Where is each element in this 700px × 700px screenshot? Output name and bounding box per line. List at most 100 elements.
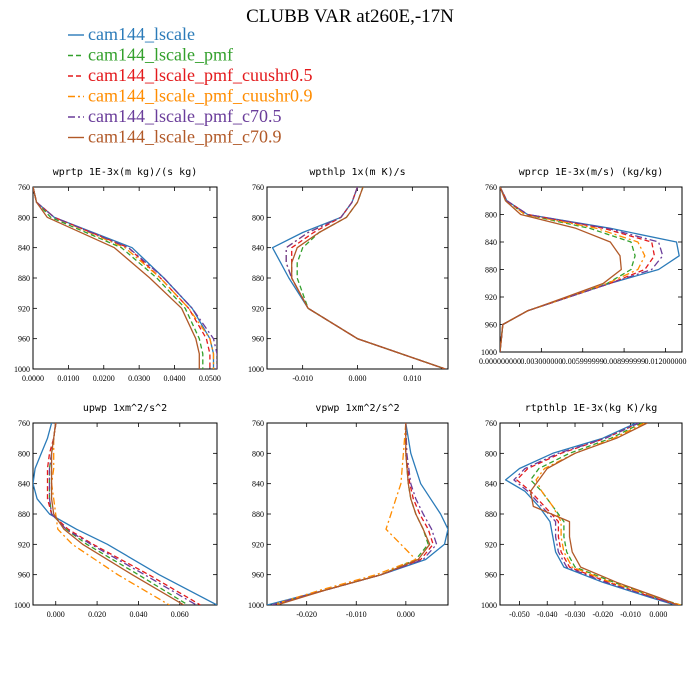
x-tick-label: 0.0100	[57, 374, 79, 383]
figure-title: CLUBB VAR at260E,-17N	[246, 6, 454, 27]
y-tick-label: 880	[252, 274, 264, 283]
y-tick-label: 760	[485, 419, 497, 428]
panels: wprtp 1E-3x(m kg)/(s kg) 760 800 840 880 920 9…	[14, 167, 686, 619]
x-tick-label: 0.0000	[22, 374, 44, 383]
y-tick-label: 880	[485, 510, 497, 519]
series-line	[271, 423, 429, 605]
series-line	[48, 423, 197, 605]
x-tick-label: 0.012000000	[644, 357, 686, 366]
series-line	[529, 423, 679, 605]
panel-3: wprcp 1E-3x(m/s) (kg/kg) 760 800 840 880 920 9…	[479, 167, 686, 366]
series-line	[500, 187, 622, 352]
series-line	[291, 187, 446, 369]
legend-entry: cam144_lscale_pmf_cuushr0.9	[88, 86, 312, 106]
legend-entry: cam144_lscale_pmf_cuushr0.5	[88, 65, 312, 85]
x-tick-label: 0.0500	[199, 374, 221, 383]
panel-title: wpthlp 1x(m K)/s	[309, 167, 405, 178]
y-tick-label: 840	[485, 480, 497, 489]
y-tick-label: 880	[18, 274, 30, 283]
y-tick-label: 960	[252, 571, 264, 580]
series-line	[291, 187, 446, 369]
y-tick-label: 840	[485, 238, 497, 247]
x-tick-label: -0.030	[565, 610, 586, 619]
x-tick-label: 0.0300	[128, 374, 150, 383]
x-tick-label: 0.003000000	[520, 357, 562, 366]
series-line	[504, 423, 676, 605]
y-tick-label: 840	[252, 244, 264, 253]
series-line	[276, 423, 431, 605]
y-tick-label: 760	[252, 183, 264, 192]
series-line	[285, 187, 446, 369]
y-tick-label: 760	[252, 419, 264, 428]
x-tick-label: -0.040	[537, 610, 558, 619]
y-tick-label: 800	[485, 211, 497, 220]
x-tick-label: -0.050	[509, 610, 530, 619]
series-line	[513, 423, 678, 605]
y-tick-label: 800	[18, 213, 30, 222]
panel-title: vpwp 1xm^2/s^2	[315, 403, 399, 414]
x-tick-label: 0.0400	[164, 374, 186, 383]
series-line	[33, 423, 217, 605]
x-tick-label: 0.020	[88, 610, 106, 619]
y-tick-label: 800	[18, 449, 30, 458]
y-tick-label: 1000	[14, 365, 30, 374]
y-tick-label: 1000	[481, 348, 497, 357]
series-line	[33, 187, 217, 369]
y-tick-label: 760	[18, 183, 30, 192]
x-tick-label: 0.000	[397, 610, 415, 619]
x-tick-label: -0.010	[346, 610, 367, 619]
y-tick-label: 880	[485, 266, 497, 275]
series-line	[296, 187, 446, 369]
series-line	[33, 187, 204, 369]
x-tick-label: -0.010	[292, 374, 313, 383]
series-line	[46, 423, 201, 605]
x-tick-label: 0.000000000	[479, 357, 521, 366]
series-line	[33, 187, 215, 369]
x-tick-label: 0.0200	[93, 374, 115, 383]
y-tick-label: 800	[252, 449, 264, 458]
series-line	[500, 187, 646, 352]
y-tick-label: 1000	[248, 601, 264, 610]
legend-entry: cam144_lscale_pmf_c70.5	[88, 106, 281, 126]
y-tick-label: 840	[18, 480, 30, 489]
y-tick-label: 840	[18, 244, 30, 253]
x-tick-label: 0.060	[171, 610, 189, 619]
series-line	[271, 423, 417, 605]
legend-entry: cam144_lscale_pmf_c70.9	[88, 127, 281, 147]
plot-frame	[266, 422, 449, 606]
y-tick-label: 880	[252, 510, 264, 519]
y-tick-label: 840	[252, 480, 264, 489]
y-tick-label: 920	[18, 540, 30, 549]
y-tick-label: 880	[18, 510, 30, 519]
series-line	[48, 423, 189, 605]
y-tick-label: 800	[252, 213, 264, 222]
panel-title: rtpthlp 1E-3x(kg K)/kg	[525, 403, 657, 414]
x-tick-label: 0.008999999	[603, 357, 645, 366]
y-tick-label: 920	[252, 540, 264, 549]
y-tick-label: 920	[485, 540, 497, 549]
x-tick-label: 0.040	[129, 610, 147, 619]
y-tick-label: 960	[18, 571, 30, 580]
y-tick-label: 960	[18, 335, 30, 344]
plot-frame	[32, 422, 218, 606]
y-tick-label: 1000	[481, 601, 497, 610]
panel-5: vpwp 1xm^2/s^2 760 800 840 880 920 960 1000 -0.0…	[248, 403, 449, 619]
y-tick-label: 800	[485, 449, 497, 458]
series-line	[33, 187, 211, 369]
legend-entry: cam144_lscale_pmf	[88, 45, 233, 65]
y-tick-label: 920	[18, 304, 30, 313]
y-tick-label: 1000	[248, 365, 264, 374]
x-tick-label: -0.020	[592, 610, 613, 619]
plot-frame	[499, 186, 683, 353]
panel-4: upwp 1xm^2/s^2 760 800 840 880 920 960 1000 0.00…	[14, 403, 218, 619]
y-tick-label: 960	[485, 571, 497, 580]
x-tick-label: 0.000	[47, 610, 65, 619]
series-line	[33, 187, 215, 369]
panel-6: rtpthlp 1E-3x(kg K)/kg 760 800 840 880 920 960…	[481, 403, 683, 619]
x-tick-label: 0.005999999	[562, 357, 604, 366]
series-line	[33, 187, 200, 369]
series-line	[50, 423, 170, 605]
y-tick-label: 760	[485, 183, 497, 192]
panel-title: wprtp 1E-3x(m kg)/(s kg)	[53, 167, 198, 178]
